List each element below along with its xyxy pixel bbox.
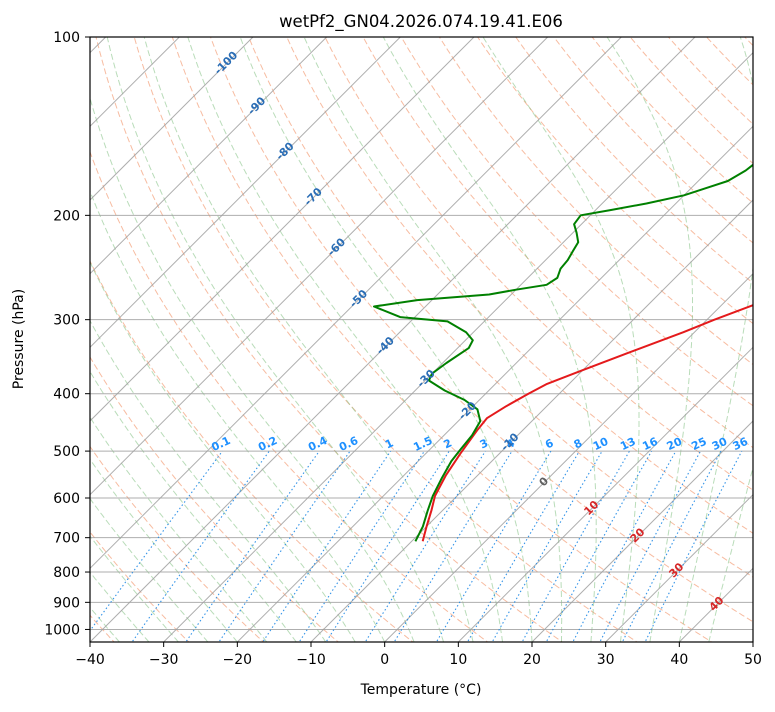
dry-adiabat-line xyxy=(90,356,340,642)
moist-adiabat-line xyxy=(143,37,474,642)
mixing-ratio-line xyxy=(218,450,351,642)
mixing-ratio-line xyxy=(572,450,677,642)
profile-series xyxy=(373,163,753,542)
y-tick-label: 100 xyxy=(53,30,80,46)
mixing-ratio-line xyxy=(131,450,270,642)
y-tick-label: 800 xyxy=(53,565,80,581)
moist-adiabat-line xyxy=(90,416,268,642)
isotherm-line xyxy=(457,346,753,642)
moist-adiabat-line xyxy=(187,37,503,642)
dry-adiabat-line xyxy=(90,259,414,642)
x-tick-label: −10 xyxy=(296,652,326,668)
x-tick-label: 50 xyxy=(744,652,762,668)
x-tick-label: −40 xyxy=(75,652,105,668)
mixing-ratio-label: 20 xyxy=(665,435,685,453)
moist-adiabat-line xyxy=(90,260,356,642)
series-line-1 xyxy=(373,163,753,542)
dry-adiabat-line xyxy=(248,37,753,578)
x-tick-label: 0 xyxy=(380,652,389,668)
moist-adiabat-line xyxy=(382,37,597,642)
mixing-ratio-line xyxy=(621,450,722,642)
y-tick-label: 600 xyxy=(53,491,80,507)
y-tick-label: 700 xyxy=(53,531,80,547)
mixing-ratio-label: 30 xyxy=(710,435,730,453)
dry-adiabat-line xyxy=(209,37,753,623)
isotherm-line xyxy=(90,37,328,275)
dry-adiabat-line xyxy=(90,531,190,642)
y-tick-label: 200 xyxy=(53,208,80,224)
moist-adiabat-line xyxy=(678,37,753,642)
y-tick-label: 1000 xyxy=(44,622,80,638)
isotherm-line xyxy=(90,37,475,422)
isotherm-line xyxy=(90,37,401,349)
mixing-ratio-line xyxy=(599,450,701,642)
mixing-ratio-line xyxy=(364,450,486,642)
mixing-ratio-line xyxy=(393,450,513,642)
y-axis-title: Pressure (hPa) xyxy=(11,289,27,389)
mixing-ratio-line xyxy=(185,450,320,642)
x-tick-label: 20 xyxy=(523,652,541,668)
moist-adiabat-line xyxy=(106,37,445,642)
series-line-0 xyxy=(421,304,753,542)
moist-adiabat-line xyxy=(90,497,209,642)
y-tick-label: 300 xyxy=(53,313,80,329)
chart-title: wetPf2_GN04.2026.074.19.41.E06 xyxy=(279,12,563,32)
y-tick-label: 400 xyxy=(53,387,80,403)
background-lines xyxy=(90,37,753,642)
moist-adiabat-line xyxy=(239,37,533,642)
dry-adiabat-line xyxy=(515,37,753,284)
dry-adiabat-line xyxy=(362,37,753,449)
dry-adiabat-line xyxy=(90,150,489,642)
moist-adiabat-line xyxy=(90,535,179,642)
moist-adiabat-line xyxy=(90,458,238,642)
mixing-ratio-label: 13 xyxy=(618,435,637,453)
isotherm-line xyxy=(531,420,753,642)
mixing-ratio-line xyxy=(262,450,392,642)
isotherm-line xyxy=(384,272,753,642)
isotherm-line xyxy=(90,37,696,642)
dry-adiabat-line xyxy=(286,37,753,534)
mixing-ratio-line xyxy=(466,450,580,642)
moist-adiabat-line xyxy=(482,37,640,642)
dry-adiabat-line xyxy=(133,37,638,642)
isotherm-line xyxy=(163,51,753,642)
moist-adiabat-line xyxy=(90,370,297,642)
mixing-ratio-label: 10 xyxy=(591,435,611,453)
x-axis-title: Temperature (°C) xyxy=(360,682,482,698)
mixing-ratio-label: 16 xyxy=(640,435,660,453)
dry-adiabat-line xyxy=(171,37,713,642)
isotherm-line xyxy=(236,125,753,642)
x-tick-label: 30 xyxy=(597,652,615,668)
moist-adiabat-line xyxy=(606,37,693,642)
x-tick-label: −30 xyxy=(149,652,179,668)
mixing-ratio-line xyxy=(298,450,425,642)
moist-adiabat-line xyxy=(303,37,563,642)
mixing-ratio-line xyxy=(325,450,450,642)
dry-adiabat-line xyxy=(438,37,753,366)
plot-frame xyxy=(89,36,754,643)
isotherm-line xyxy=(605,493,753,642)
dry-adiabat-line xyxy=(95,37,564,642)
y-tick-label: 900 xyxy=(53,595,80,611)
moist-adiabat-line xyxy=(90,189,386,642)
x-tick-label: −20 xyxy=(223,652,253,668)
axis-ticks: −40 −30 −20 −10 0 10 20 30 40 50 100 200 300 400 500 60… xyxy=(44,30,762,668)
mixing-ratio-label: 25 xyxy=(689,435,708,453)
mixing-ratio-label: 36 xyxy=(731,435,751,453)
isotherm-line xyxy=(90,37,549,496)
mixing-ratio-line xyxy=(90,450,223,632)
isotherm-line xyxy=(90,37,254,201)
isotherm-line xyxy=(90,37,622,570)
dry-adiabat-line xyxy=(324,37,753,491)
y-tick-label: 500 xyxy=(53,444,80,460)
x-tick-label: 10 xyxy=(449,652,467,668)
x-tick-label: 40 xyxy=(670,652,688,668)
isotherm-line xyxy=(310,199,753,642)
